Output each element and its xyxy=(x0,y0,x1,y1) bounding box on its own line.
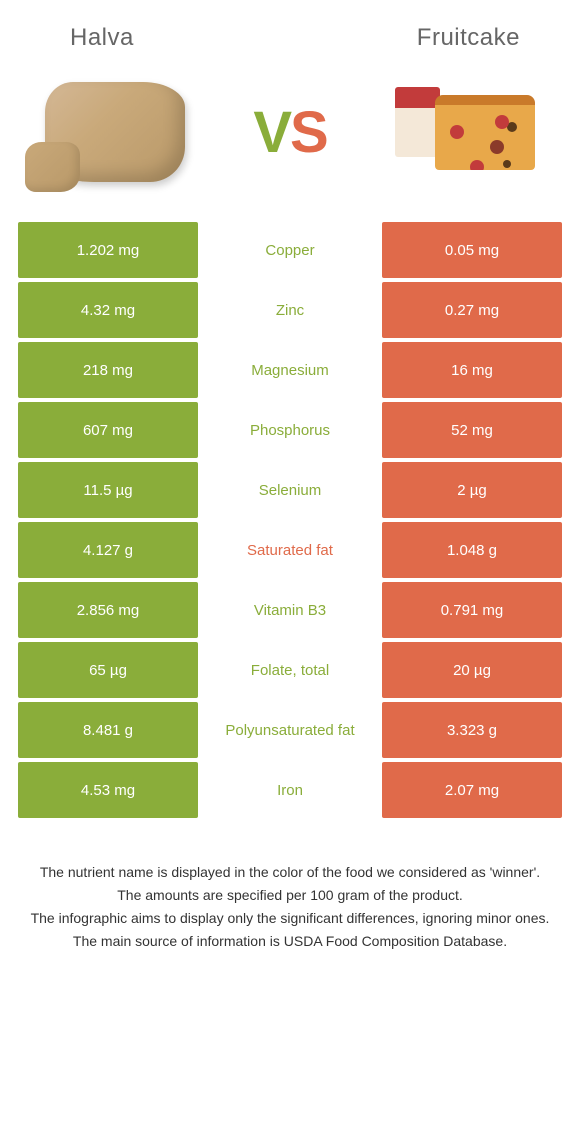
table-row: 218 mgMagnesium16 mg xyxy=(18,342,562,398)
right-value-cell: 0.27 mg xyxy=(382,282,562,338)
table-row: 607 mgPhosphorus52 mg xyxy=(18,402,562,458)
footer-line: The main source of information is USDA F… xyxy=(30,931,550,952)
table-row: 4.127 gSaturated fat1.048 g xyxy=(18,522,562,578)
table-row: 4.53 mgIron2.07 mg xyxy=(18,762,562,818)
left-value-cell: 218 mg xyxy=(18,342,198,398)
table-row: 4.32 mgZinc0.27 mg xyxy=(18,282,562,338)
left-value-cell: 4.53 mg xyxy=(18,762,198,818)
right-value-cell: 1.048 g xyxy=(382,522,562,578)
table-row: 2.856 mgVitamin B30.791 mg xyxy=(18,582,562,638)
vs-v: V xyxy=(253,100,290,165)
nutrient-label: Iron xyxy=(198,762,382,818)
right-value-cell: 3.323 g xyxy=(382,702,562,758)
left-food-title: Halva xyxy=(70,24,134,52)
table-row: 11.5 µgSelenium2 µg xyxy=(18,462,562,518)
vs-s: S xyxy=(290,100,327,165)
left-value-cell: 607 mg xyxy=(18,402,198,458)
left-value-cell: 8.481 g xyxy=(18,702,198,758)
right-value-cell: 16 mg xyxy=(382,342,562,398)
right-value-cell: 0.05 mg xyxy=(382,222,562,278)
nutrient-label: Copper xyxy=(198,222,382,278)
left-value-cell: 11.5 µg xyxy=(18,462,198,518)
nutrient-label: Polyunsaturated fat xyxy=(198,702,382,758)
comparison-table: 1.202 mgCopper0.05 mg4.32 mgZinc0.27 mg2… xyxy=(0,222,580,818)
footer-notes: The nutrient name is displayed in the co… xyxy=(0,822,580,952)
table-row: 65 µgFolate, total20 µg xyxy=(18,642,562,698)
nutrient-label: Phosphorus xyxy=(198,402,382,458)
footer-line: The infographic aims to display only the… xyxy=(30,908,550,929)
right-value-cell: 20 µg xyxy=(382,642,562,698)
footer-line: The nutrient name is displayed in the co… xyxy=(30,862,550,883)
right-value-cell: 0.791 mg xyxy=(382,582,562,638)
table-row: 8.481 gPolyunsaturated fat3.323 g xyxy=(18,702,562,758)
nutrient-label: Saturated fat xyxy=(198,522,382,578)
nutrient-label: Vitamin B3 xyxy=(198,582,382,638)
nutrient-label: Zinc xyxy=(198,282,382,338)
table-row: 1.202 mgCopper0.05 mg xyxy=(18,222,562,278)
right-value-cell: 52 mg xyxy=(382,402,562,458)
nutrient-label: Magnesium xyxy=(198,342,382,398)
left-value-cell: 1.202 mg xyxy=(18,222,198,278)
vs-label: VS xyxy=(253,99,326,166)
halva-image xyxy=(30,72,200,192)
vs-row: VS xyxy=(0,62,580,222)
right-value-cell: 2.07 mg xyxy=(382,762,562,818)
left-value-cell: 2.856 mg xyxy=(18,582,198,638)
left-value-cell: 4.32 mg xyxy=(18,282,198,338)
fruitcake-image xyxy=(380,72,550,192)
nutrient-label: Selenium xyxy=(198,462,382,518)
right-value-cell: 2 µg xyxy=(382,462,562,518)
left-value-cell: 4.127 g xyxy=(18,522,198,578)
header: Halva Fruitcake xyxy=(0,0,580,62)
nutrient-label: Folate, total xyxy=(198,642,382,698)
right-food-title: Fruitcake xyxy=(417,24,520,52)
footer-line: The amounts are specified per 100 gram o… xyxy=(30,885,550,906)
left-value-cell: 65 µg xyxy=(18,642,198,698)
